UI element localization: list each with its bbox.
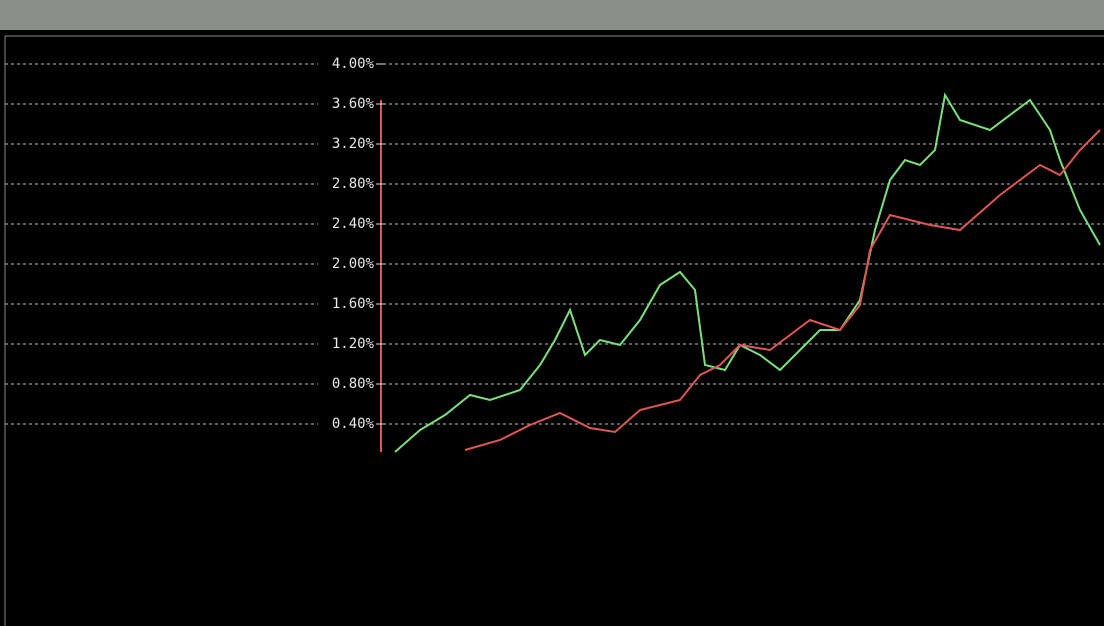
- series-line: [464, 129, 1101, 451]
- y-tick-label: 0.80%: [332, 376, 375, 392]
- y-tick-label: 1.60%: [332, 296, 375, 312]
- y-tick-label: 2.00%: [332, 256, 375, 272]
- tick-label-bg: [318, 55, 374, 73]
- tick-label-bg: [318, 375, 374, 393]
- y-tick-label: 0.40%: [332, 416, 375, 432]
- tick-label-bg: [318, 295, 374, 313]
- tick-label-bg: [318, 255, 374, 273]
- tick-label-bg: [318, 135, 374, 153]
- tick-label-bg: [318, 175, 374, 193]
- tick-label-bg: [318, 335, 374, 353]
- y-tick-label: 1.20%: [332, 336, 375, 352]
- series-line: [394, 92, 1101, 453]
- y-tick-label: 2.40%: [332, 216, 375, 232]
- y-tick-label: 4.00%: [332, 56, 375, 72]
- y-tick-label: 2.80%: [332, 176, 375, 192]
- tick-label-bg: [318, 95, 374, 113]
- tick-label-bg: [318, 215, 374, 233]
- tick-label-bg: [318, 415, 374, 433]
- y-tick-label: 3.60%: [332, 96, 375, 112]
- y-tick-label: 3.20%: [332, 136, 375, 152]
- top-noise-strip: [0, 0, 1104, 30]
